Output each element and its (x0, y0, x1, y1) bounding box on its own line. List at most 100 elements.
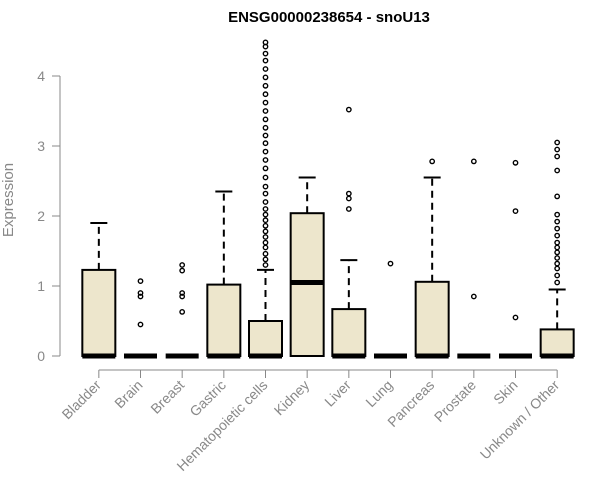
outlier-point (512, 159, 519, 166)
outlier-point (262, 222, 269, 229)
box-lung (374, 260, 407, 359)
outlier-point (262, 140, 269, 147)
outlier-point (345, 195, 352, 202)
outlier-point (554, 239, 561, 246)
outlier-point (554, 225, 561, 232)
outlier-point (429, 158, 436, 165)
outlier-point (262, 50, 269, 57)
outlier-point (554, 211, 561, 218)
outlier-point (262, 116, 269, 123)
outlier-point (262, 244, 269, 251)
outlier-point (554, 260, 561, 267)
outlier-point (179, 293, 186, 300)
outlier-point (262, 39, 269, 46)
outlier-point (554, 193, 561, 200)
outlier-point (262, 148, 269, 155)
outlier-point (345, 206, 352, 212)
box-iqr (81, 268, 117, 357)
y-axis: 0 1 2 3 4 (37, 68, 61, 364)
x-tick-label: Lung (362, 377, 395, 410)
outlier-point (554, 249, 561, 256)
outlier-point (345, 106, 352, 113)
box-iqr (206, 283, 242, 358)
outlier-point (262, 99, 269, 106)
box-bladder (81, 222, 117, 359)
chart-title: ENSG00000238654 - snoU13 (228, 9, 430, 26)
outlier-point (262, 262, 269, 268)
box-iqr (248, 320, 283, 357)
outlier-point (262, 174, 269, 181)
outlier-point (262, 183, 269, 190)
outlier-point (262, 57, 269, 64)
outlier-point (554, 255, 561, 261)
outlier-point (262, 234, 269, 240)
outlier-point (137, 290, 144, 296)
outlier-point (470, 158, 477, 165)
outlier-point (137, 321, 144, 328)
outlier-point (387, 260, 394, 267)
outlier-point (262, 66, 269, 72)
x-tick-label: Kidney (271, 377, 313, 419)
outlier-point (262, 157, 269, 163)
box-prostate (457, 158, 491, 359)
y-tick-label: 1 (37, 278, 45, 294)
outlier-point (554, 146, 561, 153)
outlier-point (262, 108, 269, 114)
y-axis-label: Expression (0, 163, 17, 237)
outlier-point (262, 206, 269, 212)
x-tick-label: Brain (111, 377, 145, 411)
outlier-point (512, 314, 519, 321)
outlier-point (262, 190, 269, 197)
box-brain (124, 278, 157, 359)
outlier-point (262, 217, 269, 224)
box-unknown-other (539, 139, 575, 359)
outlier-point (554, 232, 561, 239)
box-pancreas (414, 158, 450, 359)
outlier-point (262, 250, 269, 257)
box-iqr (414, 280, 450, 357)
outlier-point (179, 267, 186, 274)
outlier-point (262, 91, 269, 98)
outlier-point (262, 82, 269, 89)
x-tick-label: Skin (490, 377, 521, 408)
box-iqr (539, 328, 575, 357)
outlier-point (262, 124, 269, 131)
outlier-point (554, 153, 561, 160)
outlier-point (512, 208, 519, 215)
outlier-point (470, 293, 477, 300)
y-tick-label: 0 (37, 348, 45, 364)
outlier-point (137, 293, 144, 300)
outlier-point (345, 190, 352, 197)
outlier-point (179, 308, 186, 315)
outlier-point (262, 165, 269, 172)
outlier-point (262, 74, 269, 81)
box-skin (499, 159, 532, 359)
outlier-point (554, 244, 561, 251)
outlier-point (554, 265, 561, 272)
outlier-point (262, 228, 269, 235)
boxes-group (81, 39, 575, 359)
y-tick-label: 2 (37, 208, 45, 224)
outlier-point (137, 278, 144, 284)
outlier-point (262, 132, 269, 139)
x-tick-label: Unknown / Other (477, 377, 563, 463)
box-hematopoietic-cells (248, 39, 283, 359)
x-tick-label: Prostate (431, 377, 479, 425)
outlier-point (554, 167, 561, 174)
outlier-point (179, 290, 186, 296)
outlier-point (554, 279, 561, 286)
y-tick-label: 3 (37, 138, 45, 154)
box-kidney (289, 176, 325, 357)
x-tick-label: Bladder (59, 377, 105, 423)
box-iqr (331, 308, 367, 358)
outlier-point (262, 239, 269, 246)
outlier-point (554, 272, 561, 279)
outlier-point (262, 256, 269, 263)
box-gastric (206, 190, 242, 359)
outlier-point (554, 139, 561, 146)
outlier-point (262, 199, 269, 205)
box-liver (331, 106, 367, 359)
outlier-point (262, 211, 269, 218)
